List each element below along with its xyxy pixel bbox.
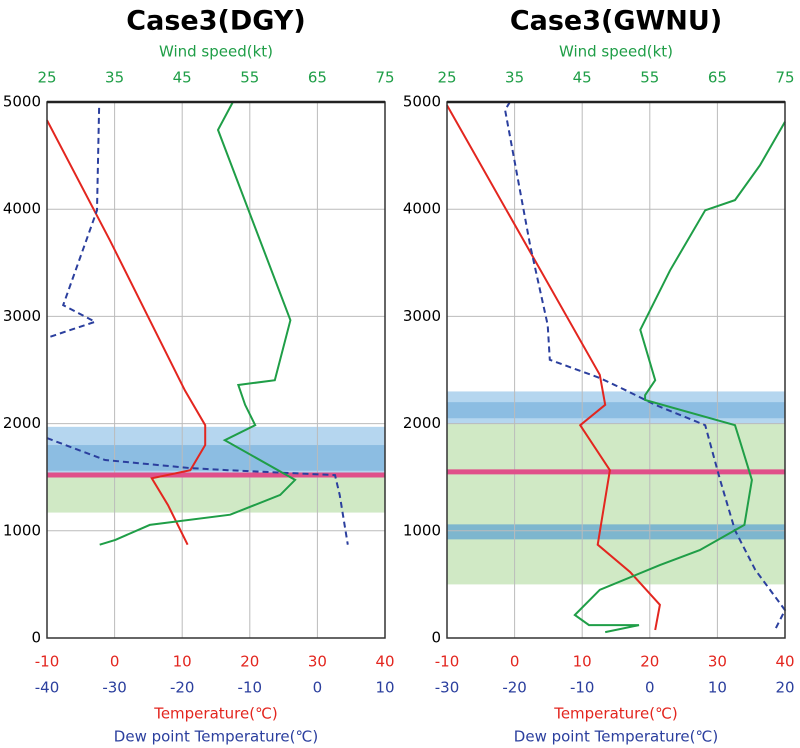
x-tick-label: 55 xyxy=(240,69,259,87)
y-tick-label: 0 xyxy=(31,629,41,647)
x-tick-label: 65 xyxy=(708,69,727,87)
x-tick-label: 75 xyxy=(775,69,794,87)
shaded-band xyxy=(47,477,385,513)
y-tick-label: 5000 xyxy=(403,93,441,111)
x-tick-label: 30 xyxy=(708,653,727,671)
x-tick-label: -30 xyxy=(102,679,127,697)
chart-title: Case3(GWNU) xyxy=(510,6,722,37)
data-line xyxy=(46,119,207,546)
shaded-band xyxy=(447,524,785,540)
shaded-band xyxy=(447,423,785,585)
y-tick-label: 2000 xyxy=(403,414,441,432)
chart-title: Case3(DGY) xyxy=(126,6,305,37)
shaded-band xyxy=(447,402,785,419)
x-tick-label: 25 xyxy=(37,69,56,87)
x-tick-label: 45 xyxy=(173,69,192,87)
x-tick-label: 30 xyxy=(308,653,327,671)
data-line xyxy=(446,104,661,631)
x-tick-label: -20 xyxy=(170,679,195,697)
x-tick-label: 10 xyxy=(708,679,727,697)
y-tick-label: 4000 xyxy=(403,200,441,218)
x-tick-label: -10 xyxy=(238,679,263,697)
x-tick-label: 0 xyxy=(313,679,323,697)
x-tick-label: 45 xyxy=(573,69,592,87)
axis-label: Wind speed(kt) xyxy=(559,43,673,61)
x-tick-label: -30 xyxy=(435,679,460,697)
x-tick-label: 25 xyxy=(437,69,456,87)
y-tick-label: 1000 xyxy=(403,521,441,539)
x-tick-label: 55 xyxy=(640,69,659,87)
x-tick-label: 40 xyxy=(375,653,394,671)
x-tick-label: 40 xyxy=(775,653,794,671)
y-tick-label: 3000 xyxy=(403,307,441,325)
data-line xyxy=(46,107,349,545)
x-tick-label: 10 xyxy=(375,679,394,697)
axis-label: Temperature(℃) xyxy=(553,705,678,723)
y-tick-label: 2000 xyxy=(3,414,41,432)
x-tick-label: 10 xyxy=(573,653,592,671)
x-tick-label: 65 xyxy=(308,69,327,87)
data-line xyxy=(99,101,297,546)
data-line xyxy=(573,121,786,634)
x-tick-label: 75 xyxy=(375,69,394,87)
x-tick-label: 0 xyxy=(510,653,520,671)
data-line xyxy=(504,101,787,631)
axis-label: Wind speed(kt) xyxy=(159,43,273,61)
shaded-band xyxy=(447,391,785,424)
y-tick-label: 5000 xyxy=(3,93,41,111)
y-tick-label: 3000 xyxy=(3,307,41,325)
x-tick-label: -10 xyxy=(435,653,460,671)
x-tick-label: -10 xyxy=(35,653,60,671)
x-tick-label: -40 xyxy=(35,679,60,697)
y-tick-label: 4000 xyxy=(3,200,41,218)
x-tick-label: 20 xyxy=(775,679,794,697)
y-tick-label: 1000 xyxy=(3,521,41,539)
x-tick-label: 20 xyxy=(640,653,659,671)
x-tick-label: -20 xyxy=(502,679,527,697)
axis-label: Dew point Temperature(℃) xyxy=(114,728,318,746)
x-tick-label: 20 xyxy=(240,653,259,671)
x-tick-label: 35 xyxy=(105,69,124,87)
x-tick-label: 0 xyxy=(645,679,655,697)
y-tick-label: 0 xyxy=(431,629,441,647)
x-tick-label: 0 xyxy=(110,653,120,671)
axis-label: Dew point Temperature(℃) xyxy=(514,728,718,746)
x-tick-label: -10 xyxy=(570,679,595,697)
shaded-band xyxy=(47,445,385,471)
x-tick-label: 10 xyxy=(173,653,192,671)
axis-label: Temperature(℃) xyxy=(153,705,278,723)
x-tick-label: 35 xyxy=(505,69,524,87)
